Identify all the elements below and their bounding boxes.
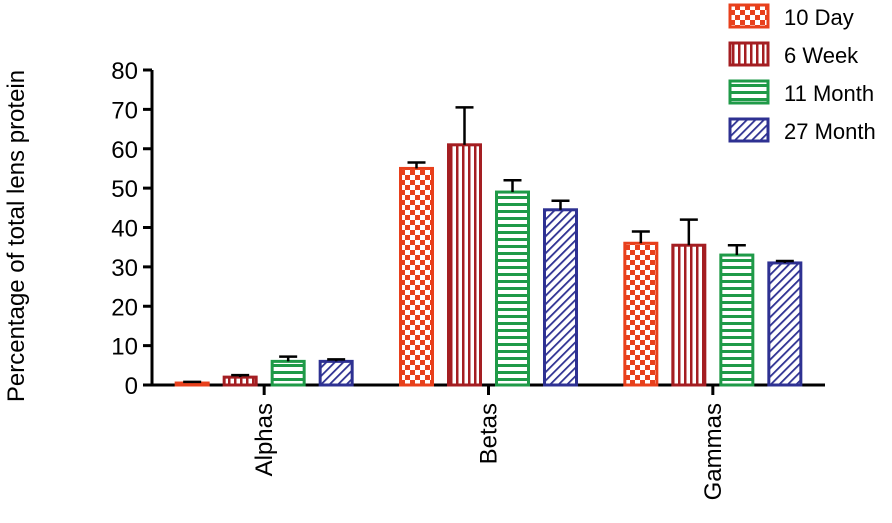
legend-item: 27 Month (728, 117, 876, 144)
x-tick-label: Alphas (251, 403, 278, 476)
bar (623, 241, 659, 387)
legend-label: 6 Week (784, 43, 859, 68)
legend-item: 11 Month (728, 79, 874, 106)
y-tick-label: 20 (111, 294, 138, 321)
bar (222, 375, 258, 387)
bar (318, 359, 354, 387)
legend-item: 10 Day (728, 3, 854, 30)
y-tick-label: 60 (111, 137, 138, 164)
bar (543, 208, 578, 387)
x-tick-label: Gammas (700, 403, 727, 500)
bar (767, 261, 803, 387)
bar (399, 166, 434, 387)
y-tick-label: 70 (111, 97, 138, 124)
y-axis: 0 10 20 30 40 50 60 70 80 (111, 58, 154, 400)
y-tick-label: 80 (111, 58, 138, 85)
legend-label: 11 Month (784, 81, 874, 106)
y-tick-label: 50 (111, 176, 138, 203)
y-tick-label: 40 (111, 216, 138, 243)
y-axis-title: Percentage of total lens protein (3, 70, 30, 402)
bar (495, 190, 530, 387)
legend-label: 10 Day (784, 5, 854, 30)
legend-swatch (728, 3, 770, 29)
legend-swatch (728, 117, 770, 143)
legend-swatch (728, 79, 770, 105)
bar (174, 381, 210, 387)
y-tick-label: 30 (111, 255, 138, 282)
bar (270, 359, 306, 387)
bars (174, 106, 803, 387)
bar (719, 253, 755, 387)
x-axis: Alphas Betas Gammas (150, 383, 825, 500)
legend: 10 Day 6 Week 11 Month 27 Month (728, 3, 876, 144)
legend-item: 6 Week (728, 41, 859, 68)
legend-swatch (728, 41, 770, 67)
y-tick-label: 10 (111, 334, 138, 361)
y-tick-label: 0 (125, 373, 138, 400)
bar (447, 143, 482, 387)
x-tick-label: Betas (476, 403, 503, 464)
legend-label: 27 Month (784, 119, 876, 144)
bar (671, 243, 707, 387)
